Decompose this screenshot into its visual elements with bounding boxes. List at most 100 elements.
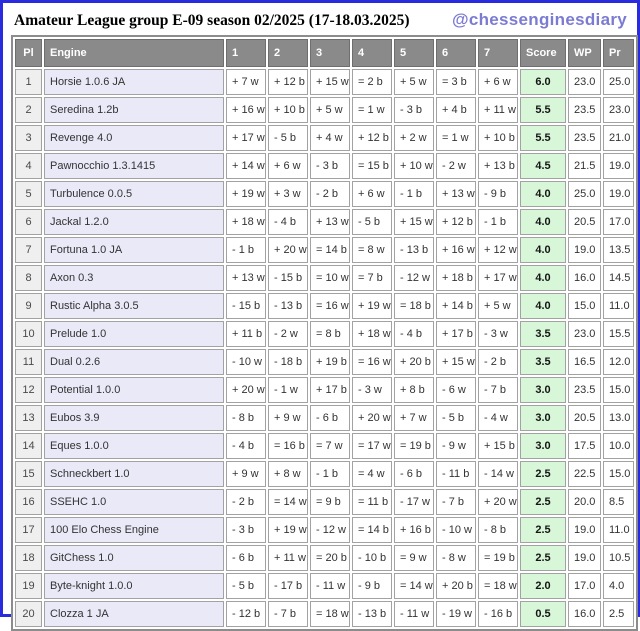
round-6-cell: - 19 w <box>436 601 476 627</box>
round-5-cell: + 8 b <box>394 377 434 403</box>
score-cell: 4.0 <box>520 293 566 319</box>
round-3-cell: + 4 w <box>310 125 350 151</box>
round-3-cell: = 9 b <box>310 489 350 515</box>
round-2-cell: - 15 b <box>268 265 308 291</box>
wp-cell: 20.0 <box>568 489 601 515</box>
rank-cell: 2 <box>15 97 42 123</box>
round-2-cell: + 8 w <box>268 461 308 487</box>
engine-cell: Dual 0.2.6 <box>44 349 224 375</box>
round-5-cell: + 5 w <box>394 69 434 95</box>
wp-cell: 22.5 <box>568 461 601 487</box>
score-cell: 6.0 <box>520 69 566 95</box>
engine-cell: Seredina 1.2b <box>44 97 224 123</box>
round-7-cell: + 17 w <box>478 265 518 291</box>
round-1-cell: - 5 b <box>226 573 266 599</box>
column-header-round-5: 5 <box>394 39 434 67</box>
round-6-cell: - 9 w <box>436 433 476 459</box>
table-row: 2 Seredina 1.2b + 16 w + 10 b + 5 w = 1 … <box>15 97 634 123</box>
round-2-cell: + 3 w <box>268 181 308 207</box>
engine-cell: Pawnocchio 1.3.1415 <box>44 153 224 179</box>
round-6-cell: + 20 b <box>436 573 476 599</box>
round-1-cell: + 20 w <box>226 377 266 403</box>
round-4-cell: + 18 w <box>352 321 392 347</box>
round-1-cell: + 16 w <box>226 97 266 123</box>
score-cell: 4.0 <box>520 237 566 263</box>
round-2-cell: - 7 b <box>268 601 308 627</box>
engine-cell: GitChess 1.0 <box>44 545 224 571</box>
pr-cell: 17.0 <box>603 209 634 235</box>
title-bar: Amateur League group E-09 season 02/2025… <box>14 10 627 30</box>
pr-cell: 23.0 <box>603 97 634 123</box>
round-4-cell: + 12 b <box>352 125 392 151</box>
engine-cell: Schneckbert 1.0 <box>44 461 224 487</box>
column-header-score: Score <box>520 39 566 67</box>
wp-cell: 17.0 <box>568 573 601 599</box>
engine-cell: Potential 1.0.0 <box>44 377 224 403</box>
round-1-cell: - 6 b <box>226 545 266 571</box>
round-7-cell: - 16 b <box>478 601 518 627</box>
round-1-cell: - 4 b <box>226 433 266 459</box>
rank-cell: 6 <box>15 209 42 235</box>
score-cell: 4.0 <box>520 265 566 291</box>
table-row: 5 Turbulence 0.0.5 + 19 w + 3 w - 2 b + … <box>15 181 634 207</box>
column-header-engine: Engine <box>44 39 224 67</box>
round-7-cell: - 8 b <box>478 517 518 543</box>
rank-cell: 14 <box>15 433 42 459</box>
wp-cell: 17.5 <box>568 433 601 459</box>
rank-cell: 1 <box>15 69 42 95</box>
engine-cell: Turbulence 0.0.5 <box>44 181 224 207</box>
table-row: 20 Clozza 1 JA - 12 b - 7 b = 18 w - 13 … <box>15 601 634 627</box>
round-1-cell: - 8 b <box>226 405 266 431</box>
round-4-cell: = 17 w <box>352 433 392 459</box>
round-7-cell: + 20 w <box>478 489 518 515</box>
round-3-cell: = 7 w <box>310 433 350 459</box>
round-2-cell: - 5 b <box>268 125 308 151</box>
round-3-cell: + 5 w <box>310 97 350 123</box>
round-4-cell: = 1 w <box>352 97 392 123</box>
round-3-cell: - 11 w <box>310 573 350 599</box>
round-4-cell: = 8 w <box>352 237 392 263</box>
round-7-cell: + 11 w <box>478 97 518 123</box>
round-3-cell: + 15 w <box>310 69 350 95</box>
pr-cell: 13.0 <box>603 405 634 431</box>
round-1-cell: - 3 b <box>226 517 266 543</box>
round-1-cell: - 10 w <box>226 349 266 375</box>
pr-cell: 13.5 <box>603 237 634 263</box>
round-6-cell: - 8 w <box>436 545 476 571</box>
round-6-cell: = 1 w <box>436 125 476 151</box>
round-4-cell: = 7 b <box>352 265 392 291</box>
rank-cell: 4 <box>15 153 42 179</box>
wp-cell: 23.0 <box>568 321 601 347</box>
round-3-cell: - 2 b <box>310 181 350 207</box>
round-7-cell: + 5 w <box>478 293 518 319</box>
table-row: 4 Pawnocchio 1.3.1415 + 14 w + 6 w - 3 b… <box>15 153 634 179</box>
round-2-cell: + 11 w <box>268 545 308 571</box>
crosstable-body: 1 Horsie 1.0.6 JA + 7 w + 12 b + 15 w = … <box>15 69 634 627</box>
pr-cell: 15.0 <box>603 461 634 487</box>
table-row: 1 Horsie 1.0.6 JA + 7 w + 12 b + 15 w = … <box>15 69 634 95</box>
round-4-cell: = 16 w <box>352 349 392 375</box>
round-2-cell: - 2 w <box>268 321 308 347</box>
wp-cell: 16.5 <box>568 349 601 375</box>
pr-cell: 2.5 <box>603 601 634 627</box>
round-6-cell: + 13 w <box>436 181 476 207</box>
round-5-cell: - 6 b <box>394 461 434 487</box>
round-7-cell: + 15 b <box>478 433 518 459</box>
round-4-cell: - 10 b <box>352 545 392 571</box>
round-1-cell: - 1 b <box>226 237 266 263</box>
score-cell: 3.5 <box>520 321 566 347</box>
table-row: 8 Axon 0.3 + 13 w - 15 b = 10 w = 7 b - … <box>15 265 634 291</box>
column-header-round-4: 4 <box>352 39 392 67</box>
round-2-cell: + 10 b <box>268 97 308 123</box>
score-cell: 2.0 <box>520 573 566 599</box>
round-4-cell: = 11 b <box>352 489 392 515</box>
round-7-cell: + 12 w <box>478 237 518 263</box>
table-row: 3 Revenge 4.0 + 17 w - 5 b + 4 w + 12 b … <box>15 125 634 151</box>
rank-cell: 19 <box>15 573 42 599</box>
pr-cell: 12.0 <box>603 349 634 375</box>
round-2-cell: - 1 w <box>268 377 308 403</box>
rank-cell: 16 <box>15 489 42 515</box>
pr-cell: 10.5 <box>603 545 634 571</box>
round-6-cell: + 14 b <box>436 293 476 319</box>
pr-cell: 15.5 <box>603 321 634 347</box>
